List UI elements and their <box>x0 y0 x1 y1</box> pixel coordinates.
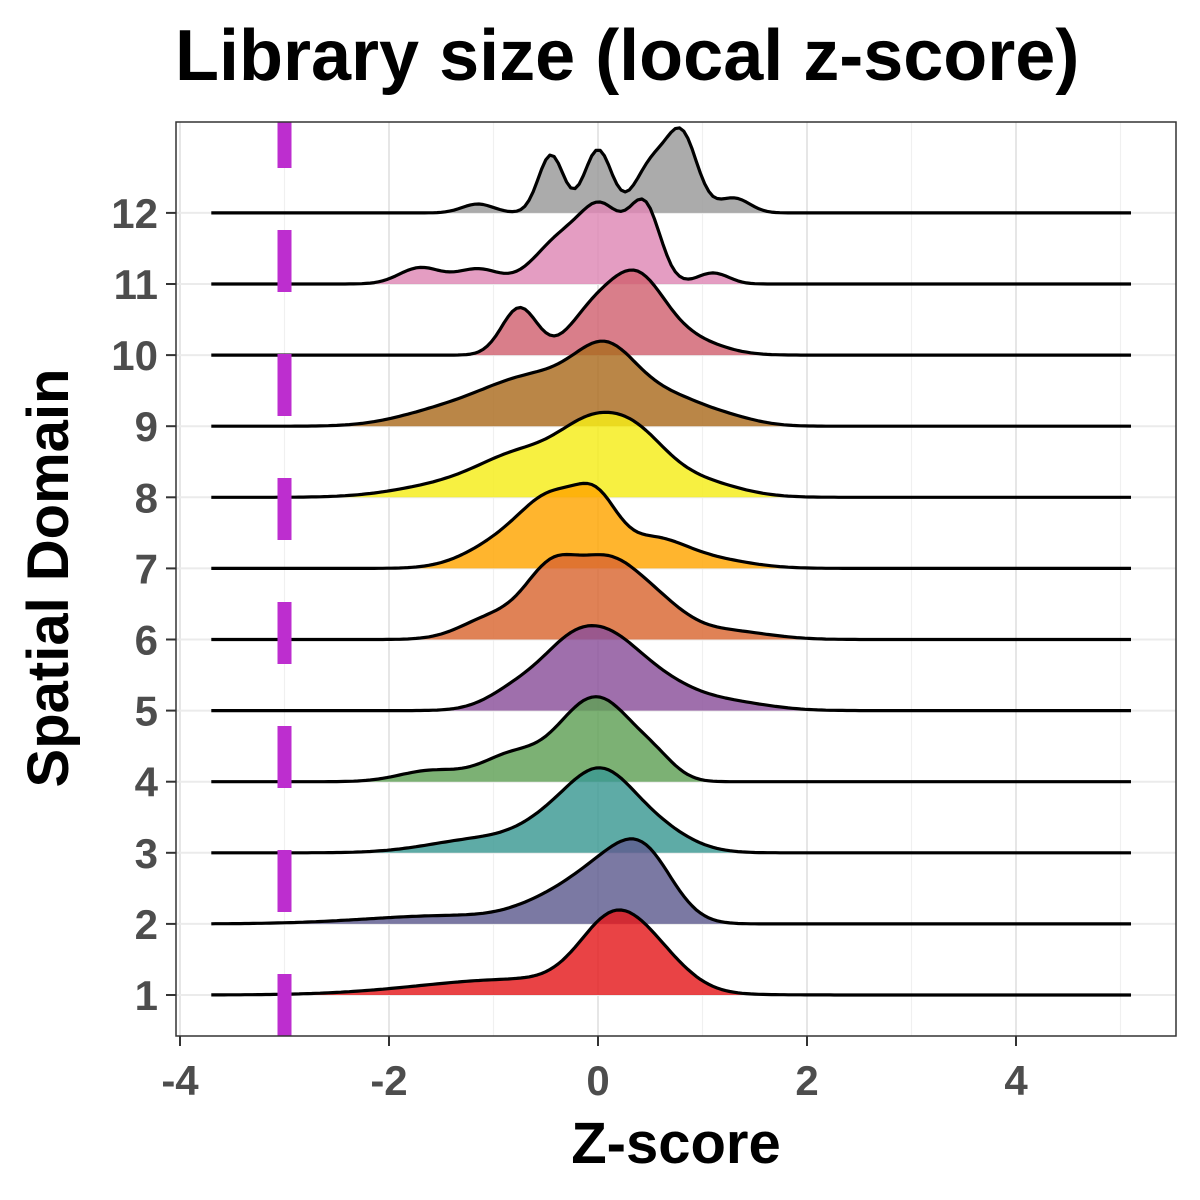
ridge-outline <box>211 552 1131 642</box>
x-tick-label: 4 <box>1004 1057 1028 1104</box>
ridges <box>211 126 1132 997</box>
ridge-fill <box>211 767 1132 853</box>
ridge-domain-2 <box>211 837 1132 926</box>
ridge-outline <box>211 908 1131 997</box>
x-tick-label: 2 <box>795 1057 818 1104</box>
panel-border <box>175 121 1177 1037</box>
y-tick-label: 8 <box>135 474 158 521</box>
ridge-fill <box>211 483 1132 569</box>
ridge-domain-5 <box>211 624 1132 713</box>
ridge-domain-9 <box>211 339 1132 428</box>
y-tick-label: 2 <box>135 901 158 948</box>
ridge-outline <box>211 268 1131 357</box>
y-tick-label: 10 <box>111 332 158 379</box>
ridge-domain-12 <box>211 126 1132 215</box>
ridge-domain-11 <box>211 197 1132 286</box>
ridge-domain-4 <box>211 695 1132 784</box>
ridge-outline <box>211 339 1131 428</box>
ridge-outline <box>211 126 1131 215</box>
y-tick-label: 7 <box>135 545 158 592</box>
y-tick-label: 11 <box>114 261 158 308</box>
x-axis: -4 -2 0 2 4 <box>161 1036 1028 1104</box>
x-tick-label: 0 <box>586 1057 609 1104</box>
x-axis-title: Z-score <box>571 1111 781 1176</box>
x-tick-label: -4 <box>161 1057 199 1104</box>
y-tick-label: 6 <box>135 617 158 664</box>
chart-title: Library size (local z-score) <box>175 16 1079 96</box>
y-tick-label: 5 <box>135 688 158 735</box>
ridge-fill <box>211 127 1132 213</box>
ridge-outline <box>211 837 1131 926</box>
ridge-outline <box>211 410 1131 499</box>
ridge-domain-6 <box>211 552 1132 642</box>
ridge-outline <box>211 624 1131 713</box>
ridge-outline <box>211 481 1131 570</box>
ridge-fill <box>211 554 1132 640</box>
ridge-fill <box>211 270 1132 356</box>
y-axis-title: Spatial Domain <box>16 369 81 788</box>
ridge-fill <box>211 696 1132 782</box>
y-tick-label: 1 <box>135 972 158 1019</box>
ridge-fill <box>211 625 1132 711</box>
ridge-fill <box>211 838 1132 924</box>
y-tick-label: 9 <box>135 403 158 450</box>
ridge-domain-1 <box>211 908 1132 997</box>
ridge-outline <box>211 766 1131 855</box>
y-tick-label: 4 <box>135 759 159 806</box>
y-tick-label: 3 <box>135 830 158 877</box>
x-tick-label: -2 <box>370 1057 407 1104</box>
ridge-domain-10 <box>211 268 1132 357</box>
ridge-outline <box>211 197 1131 286</box>
ridge-domain-3 <box>211 766 1132 855</box>
y-tick-label: 12 <box>111 190 158 237</box>
ridge-domain-7 <box>211 481 1132 570</box>
ridge-outline <box>211 695 1131 784</box>
ridge-domain-8 <box>211 410 1132 499</box>
